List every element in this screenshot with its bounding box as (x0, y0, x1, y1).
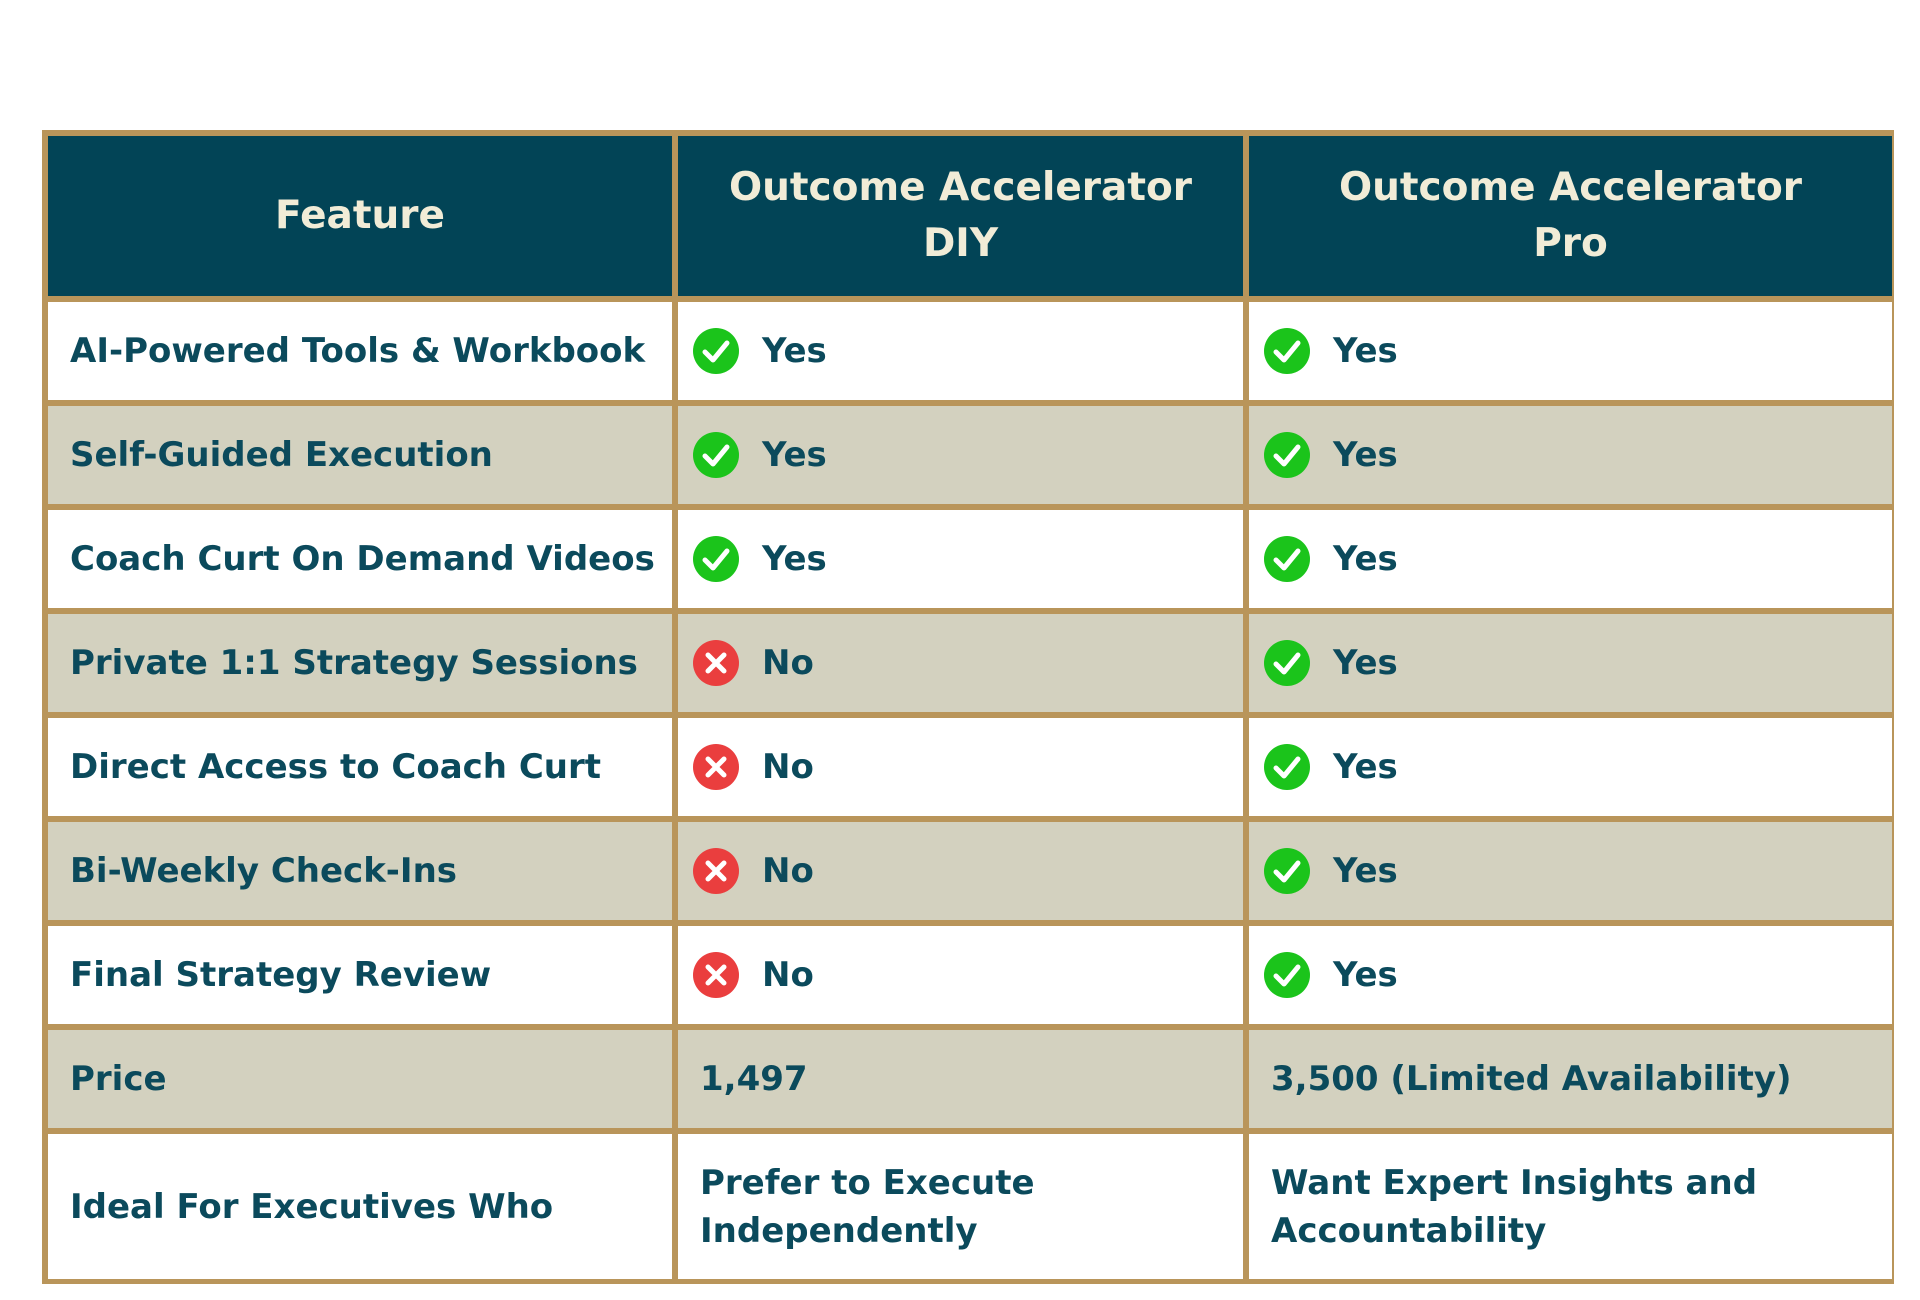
check-icon (1264, 848, 1310, 894)
check-icon (1264, 328, 1310, 374)
feature-cell: Direct Access to Coach Curt (48, 718, 672, 816)
price-label-cell: Price (48, 1030, 672, 1128)
status-label: Yes (1333, 955, 1398, 995)
diy-status-cell: No (678, 718, 1243, 816)
cross-icon (693, 848, 739, 894)
pro-status-cell: Yes (1249, 926, 1892, 1024)
status-label: Yes (762, 331, 827, 371)
pro-status-cell: Yes (1249, 302, 1892, 400)
diy-ideal-line1: Prefer to Execute (700, 1162, 1035, 1203)
pro-ideal-cell: Want Expert Insights and Accountability (1249, 1134, 1892, 1279)
ideal-label-cell: Ideal For Executives Who (48, 1134, 672, 1279)
status-label: No (762, 643, 814, 683)
header-pro: Outcome Accelerator Pro (1249, 136, 1892, 296)
header-diy-line2: DIY (922, 221, 999, 266)
diy-price: 1,497 (700, 1059, 808, 1099)
check-icon (1264, 432, 1310, 478)
pro-status-cell: Yes (1249, 614, 1892, 712)
price-label: Price (70, 1059, 167, 1099)
diy-status-cell: Yes (678, 510, 1243, 608)
comparison-table: Feature Outcome Accelerator DIY Outcome … (42, 130, 1894, 1284)
cross-icon (693, 744, 739, 790)
pro-price: 3,500 (Limited Availability) (1271, 1059, 1792, 1099)
status-label: Yes (1333, 539, 1398, 579)
check-icon (693, 536, 739, 582)
pro-price-cell: 3,500 (Limited Availability) (1249, 1030, 1892, 1128)
status-label: Yes (762, 539, 827, 579)
diy-price-cell: 1,497 (678, 1030, 1243, 1128)
header-pro-line1: Outcome Accelerator (1338, 165, 1803, 210)
feature-label: AI-Powered Tools & Workbook (70, 331, 646, 371)
pro-status-cell: Yes (1249, 406, 1892, 504)
diy-status-cell: No (678, 614, 1243, 712)
feature-label: Private 1:1 Strategy Sessions (70, 643, 638, 683)
check-icon (693, 432, 739, 478)
feature-label: Direct Access to Coach Curt (70, 747, 602, 787)
diy-status-cell: No (678, 822, 1243, 920)
diy-ideal-line2: Independently (700, 1210, 978, 1251)
check-icon (693, 328, 739, 374)
pro-status-cell: Yes (1249, 718, 1892, 816)
feature-cell: Private 1:1 Strategy Sessions (48, 614, 672, 712)
pro-status-cell: Yes (1249, 822, 1892, 920)
cross-icon (693, 952, 739, 998)
status-label: Yes (1333, 643, 1398, 683)
feature-label: Coach Curt On Demand Videos (70, 539, 655, 579)
status-label: No (762, 851, 814, 891)
status-label: No (762, 747, 814, 787)
pro-status-cell: Yes (1249, 510, 1892, 608)
check-icon (1264, 640, 1310, 686)
status-label: Yes (1333, 331, 1398, 371)
header-pro-line2: Pro (1533, 221, 1608, 266)
cross-icon (693, 640, 739, 686)
pro-ideal-line1: Want Expert Insights and (1271, 1162, 1758, 1203)
header-diy: Outcome Accelerator DIY (678, 136, 1243, 296)
check-icon (1264, 952, 1310, 998)
feature-cell: Coach Curt On Demand Videos (48, 510, 672, 608)
header-feature: Feature (48, 136, 672, 296)
diy-ideal-cell: Prefer to Execute Independently (678, 1134, 1243, 1279)
status-label: Yes (1333, 851, 1398, 891)
check-icon (1264, 744, 1310, 790)
feature-cell: Self-Guided Execution (48, 406, 672, 504)
diy-status-cell: Yes (678, 302, 1243, 400)
check-icon (1264, 536, 1310, 582)
feature-cell: Final Strategy Review (48, 926, 672, 1024)
feature-cell: Bi-Weekly Check-Ins (48, 822, 672, 920)
status-label: Yes (1333, 747, 1398, 787)
feature-label: Bi-Weekly Check-Ins (70, 851, 458, 891)
pro-ideal-line2: Accountability (1271, 1210, 1547, 1251)
comparison-grid: Feature Outcome Accelerator DIY Outcome … (48, 136, 1892, 1279)
feature-label: Self-Guided Execution (70, 435, 493, 475)
status-label: No (762, 955, 814, 995)
header-diy-line1: Outcome Accelerator (728, 165, 1193, 210)
feature-cell: AI-Powered Tools & Workbook (48, 302, 672, 400)
feature-label: Final Strategy Review (70, 955, 492, 995)
header-feature-label: Feature (275, 193, 445, 238)
diy-status-cell: Yes (678, 406, 1243, 504)
status-label: Yes (762, 435, 827, 475)
ideal-label: Ideal For Executives Who (70, 1186, 554, 1227)
status-label: Yes (1333, 435, 1398, 475)
diy-status-cell: No (678, 926, 1243, 1024)
